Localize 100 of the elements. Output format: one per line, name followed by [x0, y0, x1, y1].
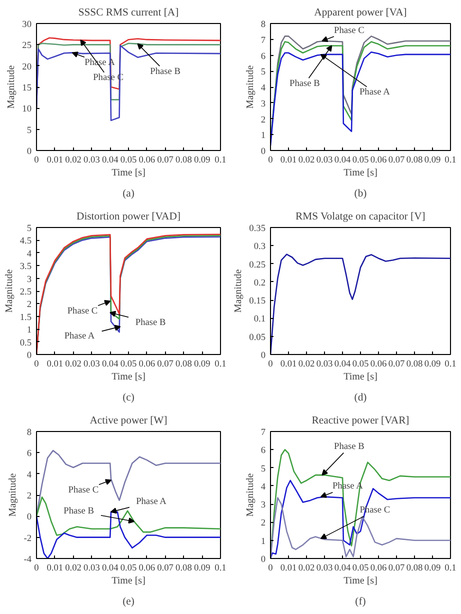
x-tick-label: 0.1 [444, 156, 457, 166]
text: (e) [122, 596, 135, 608]
text: (d) [354, 392, 368, 404]
x-axis-title: Time [s] [344, 168, 378, 178]
annotation: Phase B [64, 506, 94, 516]
y-tick-label: 0 [26, 351, 32, 361]
y-tick-label: 6 [26, 449, 32, 460]
annotation: Phase C [68, 485, 99, 496]
x-tick-label: 0.06 [138, 564, 156, 574]
x-tick-label: 0.07 [388, 156, 405, 166]
x-tick-label: 0 [268, 156, 274, 166]
chart-title: SSSC RMS current [A] [78, 8, 179, 18]
y-tick-label: 25 [22, 41, 32, 52]
y-axis-title: Magnitude [6, 64, 18, 109]
y-tick-label: 4.5 [20, 236, 32, 247]
annotation: Phase C [334, 26, 364, 36]
y-tick-label: 0.5 [20, 338, 32, 348]
x-tick-label: 0.05 [120, 156, 137, 166]
y-tick-label: 7 [260, 36, 266, 46]
y-tick-label: 2 [260, 518, 266, 529]
y-tick-label: 2 [26, 492, 32, 502]
y-tick-label: 8 [260, 20, 266, 30]
x-tick-label: 0.07 [388, 564, 405, 574]
y-axis-title: Magnitude [244, 64, 256, 109]
x-tick-label: 0.03 [84, 156, 100, 166]
text: (b) [354, 188, 368, 200]
x-tick-label: 0.1 [214, 156, 227, 166]
chart-title: Apparent power [VA] [314, 8, 407, 18]
x-tick-label: 0 [268, 564, 274, 574]
y-axis-title: Magnitude [8, 472, 19, 517]
x-tick-label: 0.1 [444, 360, 457, 370]
x-tick-label: 0.01 [46, 156, 64, 166]
annotation: Phase B [135, 318, 166, 328]
y-tick-label: 4 [260, 482, 266, 492]
y-tick-label: 4 [26, 470, 32, 480]
x-tick-label: 0.04 [334, 564, 351, 574]
x-tick-label: 0.09 [424, 156, 441, 166]
x-tick-label: 0.05 [120, 564, 137, 574]
x-tick-label: 0.05 [352, 156, 369, 166]
y-tick-label: 0 [26, 512, 32, 523]
x-tick-label: 0.09 [424, 564, 441, 574]
x-tick-label: 0 [34, 360, 40, 370]
x-tick-label: 0.01 [280, 360, 297, 370]
y-axis-title: Magnitude [244, 472, 256, 517]
y-tick-label: 0.35 [249, 224, 266, 234]
y-tick-label: 6 [260, 52, 266, 62]
y-tick-label: 0 [260, 555, 266, 565]
text: (a) [122, 188, 135, 200]
x-tick-label: 0.04 [334, 360, 351, 370]
x-tick-label: 0.1 [214, 564, 227, 574]
y-tick-label: 0.05 [249, 332, 266, 343]
x-tick-label: 0.06 [138, 156, 156, 166]
x-tick-label: 0.05 [120, 360, 137, 370]
y-axis-title: Magnitude [4, 268, 15, 313]
chart-title: Reactive power [VAR] [312, 416, 410, 426]
x-tick-label: 0.1 [444, 564, 457, 574]
x-axis-title: Time [s] [112, 372, 146, 382]
x-tick-label: 0.02 [65, 564, 82, 574]
y-tick-label: 15 [22, 84, 32, 94]
y-tick-label: 5 [26, 224, 32, 234]
x-axis-title: Time [s] [344, 576, 378, 586]
x-tick-label: 0.06 [370, 360, 387, 370]
y-tick-label: 1 [260, 536, 266, 547]
x-tick-label: 0.07 [157, 564, 174, 574]
y-tick-label: 0.2 [254, 278, 266, 288]
x-tick-label: 0.04 [102, 564, 119, 574]
x-tick-label: 0.08 [406, 156, 423, 166]
y-tick-label: 5 [26, 126, 32, 136]
y-tick-label: 4 [26, 249, 32, 260]
x-tick-label: 0.09 [194, 360, 211, 370]
annotation: Phase A [359, 88, 390, 98]
x-tick-label: 0.01 [46, 360, 64, 370]
x-tick-label: 0.02 [298, 564, 315, 574]
x-tick-label: 0.01 [280, 564, 297, 574]
chart-title: RMS Volatge on capacitor [V] [295, 212, 426, 222]
x-tick-label: 0.05 [352, 360, 369, 370]
x-tick-label: 0.01 [280, 156, 297, 166]
y-tick-label: 0.25 [249, 260, 266, 270]
x-tick-label: 0.02 [298, 360, 315, 370]
text: (f) [355, 596, 366, 608]
x-tick-label: 0.03 [84, 360, 100, 370]
x-tick-label: 0.06 [370, 156, 387, 166]
y-tick-label: 5 [260, 464, 266, 474]
x-tick-label: 0.08 [176, 564, 192, 574]
y-tick-label: 0 [260, 147, 266, 157]
y-tick-label: 2 [260, 115, 266, 126]
y-tick-label: 2 [26, 300, 32, 310]
x-tick-label: 0.08 [176, 360, 192, 370]
x-tick-label: 0.03 [316, 360, 333, 370]
x-tick-label: 0.03 [316, 564, 333, 574]
annotation: Phase B [290, 78, 320, 89]
x-tick-label: 0.06 [138, 360, 156, 370]
y-tick-label: 5 [260, 68, 266, 78]
x-tick-label: 0.07 [157, 156, 174, 166]
y-axis-title: Magnitude [233, 268, 244, 313]
annotation: Phase C [67, 306, 98, 316]
y-tick-label: 3 [260, 99, 266, 110]
x-tick-label: 0.08 [176, 156, 192, 166]
y-tick-label: 1 [260, 131, 266, 142]
x-tick-label: 0.03 [316, 156, 333, 166]
